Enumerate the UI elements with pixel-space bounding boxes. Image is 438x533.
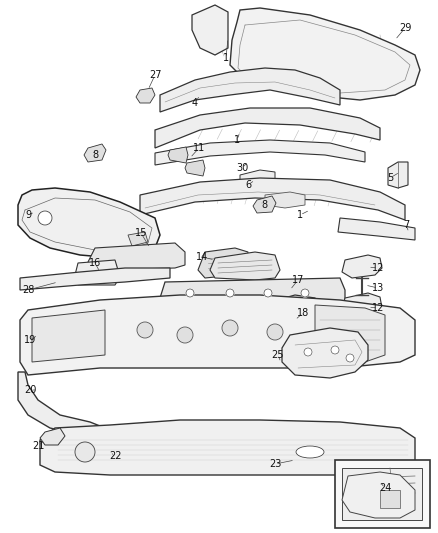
Polygon shape — [75, 260, 118, 285]
Text: 12: 12 — [372, 263, 384, 273]
Circle shape — [186, 289, 194, 297]
Polygon shape — [160, 278, 345, 308]
Text: 18: 18 — [297, 308, 309, 318]
Text: 5: 5 — [387, 173, 393, 183]
Polygon shape — [335, 460, 430, 528]
Text: 24: 24 — [379, 483, 391, 493]
Circle shape — [226, 289, 234, 297]
Text: 12: 12 — [372, 303, 384, 313]
Polygon shape — [128, 232, 148, 246]
Circle shape — [267, 324, 283, 340]
Polygon shape — [160, 68, 340, 112]
Polygon shape — [240, 170, 275, 186]
Circle shape — [331, 346, 339, 354]
Polygon shape — [140, 178, 405, 220]
Circle shape — [304, 348, 312, 356]
Text: 21: 21 — [32, 441, 44, 451]
Text: 15: 15 — [135, 228, 147, 238]
Text: 16: 16 — [89, 258, 101, 268]
Text: 27: 27 — [149, 70, 161, 80]
Polygon shape — [155, 108, 380, 148]
Text: 8: 8 — [92, 150, 98, 160]
Circle shape — [75, 442, 95, 462]
Text: 11: 11 — [193, 143, 205, 153]
Circle shape — [264, 289, 272, 297]
Polygon shape — [230, 8, 420, 100]
Polygon shape — [136, 88, 155, 103]
Text: 1: 1 — [223, 53, 229, 63]
Polygon shape — [338, 218, 415, 240]
Text: 30: 30 — [236, 163, 248, 173]
Polygon shape — [155, 140, 365, 165]
Text: 4: 4 — [192, 98, 198, 108]
Text: 22: 22 — [109, 451, 121, 461]
Polygon shape — [342, 255, 382, 278]
Polygon shape — [88, 243, 185, 270]
Polygon shape — [266, 350, 284, 364]
Polygon shape — [342, 468, 422, 520]
Text: 25: 25 — [272, 350, 284, 360]
Polygon shape — [380, 490, 400, 508]
Circle shape — [38, 211, 52, 225]
Polygon shape — [342, 293, 382, 318]
Polygon shape — [18, 372, 105, 435]
Polygon shape — [185, 160, 205, 176]
Polygon shape — [18, 188, 160, 258]
Polygon shape — [342, 472, 415, 518]
Text: 28: 28 — [22, 285, 34, 295]
Circle shape — [346, 354, 354, 362]
Polygon shape — [268, 295, 325, 340]
Polygon shape — [315, 305, 385, 362]
Text: 19: 19 — [24, 335, 36, 345]
Text: 9: 9 — [25, 210, 31, 220]
Polygon shape — [282, 328, 368, 378]
Circle shape — [177, 327, 193, 343]
Polygon shape — [20, 268, 170, 290]
Circle shape — [301, 289, 309, 297]
Circle shape — [222, 320, 238, 336]
Text: 14: 14 — [196, 252, 208, 262]
Text: 17: 17 — [292, 275, 304, 285]
Text: 23: 23 — [269, 459, 281, 469]
Polygon shape — [84, 144, 106, 162]
Polygon shape — [40, 420, 415, 475]
Polygon shape — [32, 310, 105, 362]
Polygon shape — [20, 295, 415, 375]
Text: 13: 13 — [372, 283, 384, 293]
Polygon shape — [253, 196, 276, 213]
Circle shape — [137, 322, 153, 338]
Ellipse shape — [296, 446, 324, 458]
Text: 6: 6 — [245, 180, 251, 190]
Text: 20: 20 — [24, 385, 36, 395]
Polygon shape — [198, 248, 248, 278]
Polygon shape — [265, 192, 305, 208]
Polygon shape — [388, 162, 408, 188]
Text: 1: 1 — [297, 210, 303, 220]
Polygon shape — [210, 252, 280, 280]
Text: 29: 29 — [399, 23, 411, 33]
Polygon shape — [192, 5, 228, 55]
Text: 8: 8 — [261, 200, 267, 210]
Polygon shape — [168, 147, 188, 163]
Polygon shape — [40, 428, 65, 445]
Text: 1: 1 — [234, 135, 240, 145]
Text: 7: 7 — [403, 220, 409, 230]
